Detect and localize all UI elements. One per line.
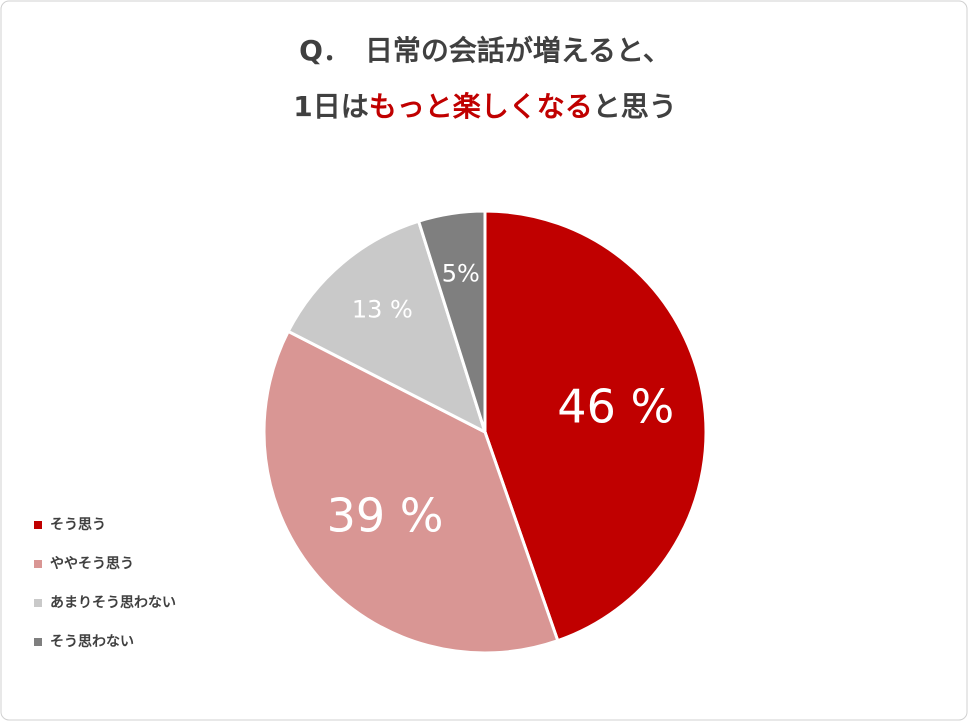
legend-label: ややそう思う	[50, 556, 134, 572]
legend-swatch	[34, 599, 42, 607]
legend-label: そう思う	[50, 517, 106, 533]
data-label: 13 %	[352, 295, 413, 323]
legend-label: あまりそう思わない	[50, 595, 176, 611]
pie-slice	[286, 219, 488, 435]
data-label: 39 %	[327, 489, 444, 543]
chart-title: 1日はもっと楽しくなると思う	[293, 90, 677, 123]
title-segment: と思う	[593, 90, 677, 123]
legend-swatch	[34, 521, 42, 529]
legend-swatch	[34, 560, 42, 568]
data-label: 5%	[442, 260, 480, 288]
legend-swatch	[34, 638, 42, 646]
title-segment: もっと楽しくなる	[369, 90, 593, 123]
pie-slice	[262, 329, 560, 655]
data-label: 46 %	[557, 379, 674, 433]
pie-slice	[416, 209, 487, 433]
title-segment: Q． 日常の会話が増えると、	[299, 34, 671, 67]
pie-slice	[483, 209, 708, 643]
chart-title: Q． 日常の会話が増えると、	[299, 34, 671, 67]
legend-label: そう思わない	[50, 634, 134, 650]
title-segment: 1日は	[293, 90, 368, 123]
